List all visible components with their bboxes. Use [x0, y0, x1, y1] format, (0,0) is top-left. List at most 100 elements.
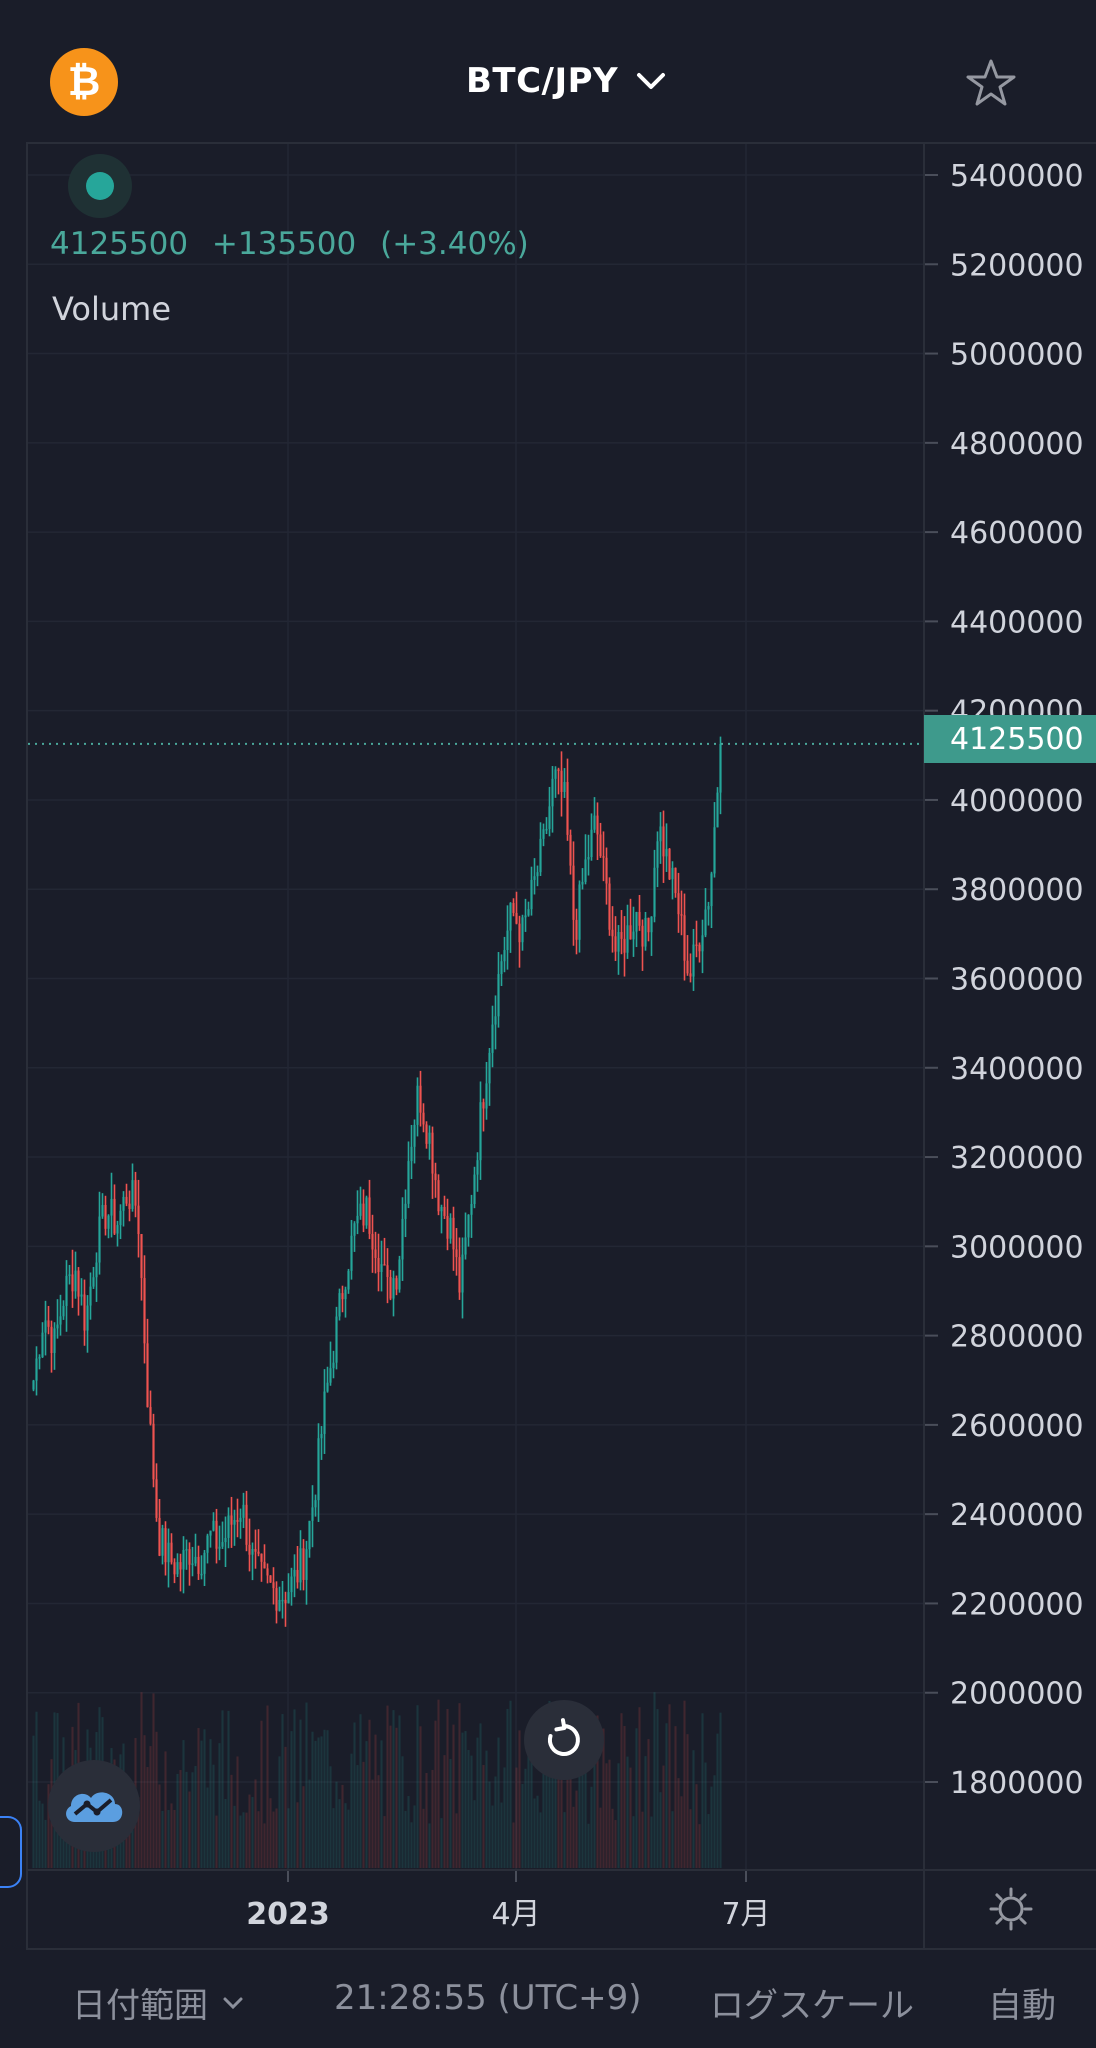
candle-body — [389, 1276, 392, 1299]
auto-scale-toggle[interactable]: 自動 — [988, 1986, 1056, 2026]
volume-bar — [236, 1756, 239, 1868]
y-tick-label: 3000000 — [950, 1230, 1084, 1265]
candle-body — [140, 1234, 143, 1279]
candle-body — [53, 1328, 56, 1354]
candle-body — [230, 1515, 233, 1525]
candle-body — [62, 1305, 65, 1317]
volume-bar — [197, 1728, 200, 1868]
candle-body — [314, 1500, 317, 1508]
y-tick-label: 5200000 — [950, 248, 1084, 283]
candle-body — [32, 1380, 35, 1390]
volume-bar — [554, 1743, 557, 1868]
volume-bar — [239, 1815, 242, 1868]
candle-body — [203, 1552, 206, 1574]
volume-bar — [497, 1737, 500, 1868]
candle-body — [437, 1180, 440, 1212]
y-tick-label: 3800000 — [950, 873, 1084, 908]
volume-bar — [287, 1808, 290, 1868]
candle-body — [356, 1215, 359, 1224]
volume-bar — [392, 1710, 395, 1868]
symbol-selector[interactable]: BTC/JPY — [466, 58, 666, 104]
candle-body — [704, 909, 707, 936]
volume-bar — [449, 1759, 452, 1868]
volume-bar — [188, 1791, 191, 1868]
candle-body — [398, 1259, 401, 1290]
gear-icon[interactable] — [988, 1886, 1034, 1932]
candle-body — [683, 915, 686, 961]
legend-status-icon[interactable] — [68, 154, 132, 218]
candle-body — [341, 1293, 344, 1300]
volume-indicator-label[interactable]: Volume — [52, 290, 172, 328]
date-range-button[interactable]: 日付範囲 — [72, 1978, 244, 2027]
candle-body — [512, 903, 515, 913]
volume-bar — [407, 1796, 410, 1868]
volume-bar — [572, 1806, 575, 1868]
candle-body — [143, 1278, 146, 1344]
candle-body — [554, 769, 557, 779]
candle-body — [350, 1235, 353, 1271]
log-scale-toggle[interactable]: ログスケール — [710, 1986, 914, 2026]
candle-body — [509, 903, 512, 931]
candle-body — [326, 1382, 329, 1392]
volume-bar — [443, 1755, 446, 1868]
bitcoin-icon[interactable]: ₿ — [50, 48, 118, 116]
star-icon[interactable] — [966, 58, 1016, 108]
volume-bar — [272, 1811, 275, 1868]
candle-body — [443, 1206, 446, 1216]
candle-body — [386, 1265, 389, 1277]
legend-dot — [86, 172, 114, 200]
candle-body — [299, 1548, 302, 1583]
tradingview-button[interactable] — [48, 1760, 140, 1852]
reset-chart-button[interactable] — [524, 1700, 604, 1780]
volume-bar — [284, 1746, 287, 1868]
volume-bar — [434, 1720, 437, 1868]
volume-bar — [335, 1781, 338, 1868]
volume-bar — [650, 1816, 653, 1868]
y-tick-label: 2600000 — [950, 1409, 1084, 1444]
candle-body — [113, 1198, 116, 1234]
volume-bar — [452, 1724, 455, 1868]
drawer-handle[interactable] — [0, 1816, 22, 1888]
timezone-clock[interactable]: 21:28:55 (UTC+9) — [334, 1978, 642, 2018]
candle-body — [632, 931, 635, 940]
price-chart[interactable]: 5400000 5200000 5000000 4800000 4600000 44000… — [0, 0, 1096, 1950]
volume-bar — [230, 1774, 233, 1868]
volume-bar — [131, 1806, 134, 1868]
candle-body — [431, 1132, 434, 1174]
candle-body — [107, 1215, 110, 1229]
candle-body — [605, 857, 608, 884]
candle-body — [641, 925, 644, 947]
volume-bar — [476, 1737, 479, 1868]
volume-bar — [170, 1803, 173, 1868]
volume-bar — [245, 1812, 248, 1868]
volume-bar — [59, 1814, 62, 1868]
volume-bar — [695, 1784, 698, 1868]
chart-area[interactable] — [26, 142, 1096, 1950]
candle-body — [434, 1173, 437, 1181]
volume-bar — [692, 1750, 695, 1868]
candle-body — [305, 1549, 308, 1580]
candle-body — [338, 1293, 341, 1317]
candle-body — [182, 1550, 185, 1570]
volume-bar — [698, 1824, 701, 1868]
candle-body — [74, 1270, 77, 1292]
volume-bar — [296, 1802, 299, 1868]
volume-bar — [491, 1805, 494, 1868]
volume-bar — [569, 1754, 572, 1868]
volume-bar — [641, 1811, 644, 1868]
volume-bar — [548, 1700, 551, 1868]
candle-body — [263, 1561, 266, 1569]
candle-body — [413, 1124, 416, 1147]
volume-bar — [419, 1726, 422, 1868]
candle-body — [137, 1205, 140, 1235]
candle-body — [353, 1223, 356, 1236]
candle-body — [491, 1024, 494, 1053]
candle-body — [152, 1423, 155, 1480]
volume-bar — [251, 1797, 254, 1868]
candle-body — [497, 974, 500, 1017]
candle-body — [359, 1203, 362, 1216]
candle-body — [89, 1286, 92, 1306]
candle-body — [311, 1507, 314, 1521]
volume-bar — [473, 1800, 476, 1868]
volume-bar — [632, 1816, 635, 1868]
